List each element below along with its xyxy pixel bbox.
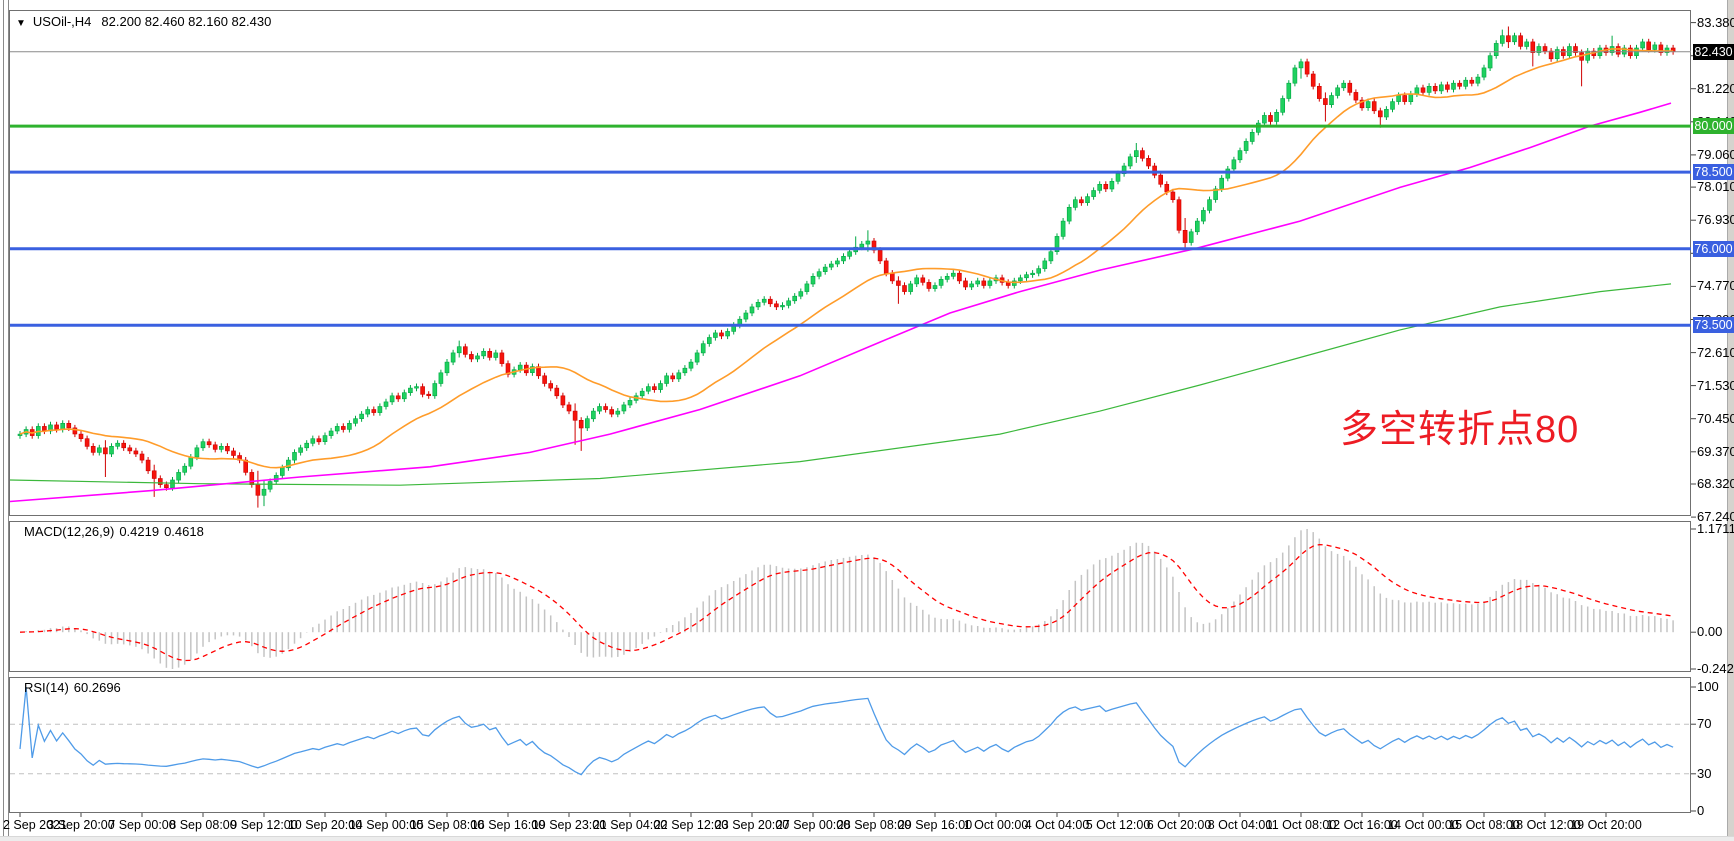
time-axis-label: 22 Sep 12:00 <box>653 818 729 832</box>
price-tick-label: 71.530 <box>1697 377 1734 393</box>
time-axis-label: 7 Sep 00:00 <box>108 818 176 832</box>
axis-tick-marks <box>19 22 1696 817</box>
price-tick-label: 78.010 <box>1697 179 1734 195</box>
time-axis-label: 23 Sep 20:00 <box>714 818 790 832</box>
window-left-border-outer <box>3 0 4 841</box>
symbol-dropdown-arrow-icon[interactable]: ▼ <box>16 18 26 29</box>
ma-magenta <box>9 102 1672 503</box>
rsi-line <box>19 686 1674 776</box>
horizontal-level-lines <box>10 124 1691 327</box>
time-axis-label: 11 Oct 08:00 <box>1265 818 1337 832</box>
ma-green-slow <box>9 283 1672 486</box>
time-axis-label: 19 Sep 23:00 <box>531 818 607 832</box>
price-tick-label: 74.770 <box>1697 278 1734 294</box>
price-tick-label: 83.380 <box>1697 14 1734 30</box>
rsi-panel-label: RSI(14) 60.2696 <box>24 680 126 695</box>
time-axis-label: 8 Oct 04:00 <box>1207 818 1273 832</box>
macd-indicator-name: MACD(12,26,9) <box>24 524 115 539</box>
time-axis-label: 5 Oct 12:00 <box>1085 818 1151 832</box>
time-axis-label: 21 Sep 04:00 <box>592 818 668 832</box>
time-axis-label: 8 Sep 08:00 <box>169 818 237 832</box>
time-axis-label: 2 Sep 2021 <box>3 818 67 832</box>
time-axis-label: 29 Sep 16:00 <box>897 818 973 832</box>
price-tick-label: 67.240 <box>1697 509 1734 525</box>
time-axis-label: 19 Oct 20:00 <box>1570 818 1642 832</box>
macd-histogram <box>25 529 1674 669</box>
macd-signal-line <box>19 543 1674 662</box>
price-tick-label: 70.450 <box>1697 410 1734 426</box>
rsi-axis-label: 100 <box>1697 679 1719 694</box>
rsi-axis-label: 0 <box>1697 803 1705 818</box>
price-tick-label: 72.610 <box>1697 344 1734 360</box>
hline-price-badge[interactable]: 73.500 <box>1693 317 1734 334</box>
macd-panel-label: MACD(12,26,9) 0.4219 0.4618 <box>24 524 209 539</box>
rsi-levels <box>10 723 1691 775</box>
time-axis-label: 6 Oct 20:00 <box>1146 818 1212 832</box>
time-axis-label: 15 Sep 08:00 <box>409 818 485 832</box>
macd-axis-max: 1.1711 <box>1697 521 1734 536</box>
price-tick-label: 68.320 <box>1697 476 1734 491</box>
time-axis-label: 1 Oct 00:00 <box>963 818 1029 832</box>
time-axis-label: 14 Oct 00:00 <box>1387 818 1459 832</box>
moving-averages <box>9 48 1674 503</box>
hline-price-badge[interactable]: 80.000 <box>1693 118 1734 135</box>
time-axis-label: 10 Sep 20:00 <box>287 818 363 832</box>
hline-price-badge[interactable]: 76.000 <box>1693 240 1734 257</box>
window-bottom-strip <box>0 836 1734 841</box>
time-axis-label: 27 Sep 00:00 <box>775 818 851 832</box>
time-axis-label: 12 Oct 16:00 <box>1326 818 1398 832</box>
price-tick-label: 79.060 <box>1697 146 1734 162</box>
rsi-value: 60.2696 <box>73 680 121 695</box>
time-axis-label: 9 Sep 12:00 <box>230 818 298 832</box>
rsi-indicator-name: RSI(14) <box>24 680 69 695</box>
hline-price-badge[interactable]: 78.500 <box>1693 164 1734 181</box>
time-axis-label: 14 Sep 00:00 <box>348 818 424 832</box>
macd-axis-zero: 0.00 <box>1697 624 1723 640</box>
time-axis-label: 15 Oct 08:00 <box>1448 818 1520 832</box>
ohlc-readout: 82.200 82.460 82.160 82.430 <box>101 14 272 29</box>
macd-main-value: 0.4219 <box>119 524 160 539</box>
time-axis-label: 18 Oct 12:00 <box>1509 818 1581 832</box>
time-axis-label: 16 Sep 16:00 <box>470 818 546 832</box>
rsi-axis-label: 30 <box>1697 765 1712 781</box>
price-tick-label: 76.930 <box>1697 212 1734 228</box>
annotation-text[interactable]: 多空转折点80 <box>1340 409 1580 451</box>
current-price-badge: 82.430 <box>1693 43 1734 60</box>
price-tick-label: 69.370 <box>1697 443 1734 459</box>
window-left-border-inner <box>8 0 9 841</box>
time-axis-label: 4 Oct 04:00 <box>1024 818 1090 832</box>
chart-title-bar: ▼ USOil-,H4 82.200 82.460 82.160 82.430 <box>16 14 271 29</box>
time-axis-label: 28 Sep 08:00 <box>836 818 912 832</box>
macd-signal-value: 0.4618 <box>164 524 204 539</box>
window-right-scroll-strip[interactable] <box>1727 0 1734 841</box>
rsi-axis-label: 70 <box>1697 716 1712 732</box>
macd-axis-min: -0.2424 <box>1697 661 1734 676</box>
time-axis-label: 3 Sep 20:00 <box>47 818 115 832</box>
symbol-timeframe-label: USOil-,H4 <box>32 14 92 29</box>
ma-orange <box>19 48 1674 469</box>
price-tick-label: 81.220 <box>1697 80 1734 96</box>
